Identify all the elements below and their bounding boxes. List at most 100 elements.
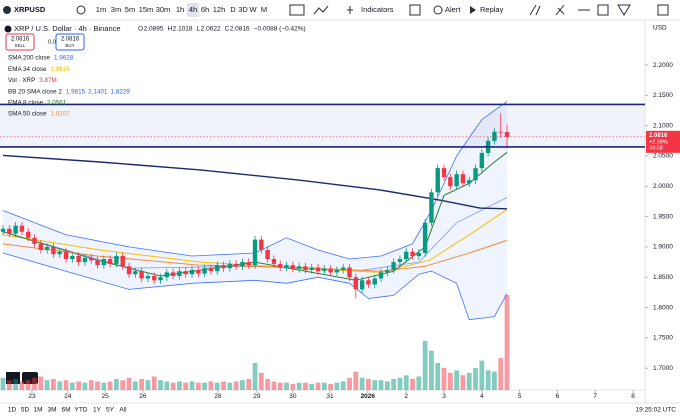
tool-rect[interactable] <box>597 4 609 16</box>
y-tick-label: 2.1000 <box>653 122 673 129</box>
templates-icon[interactable] <box>409 4 421 16</box>
legend-value: 1.9107 <box>51 111 71 118</box>
range-button[interactable]: 5Y <box>106 407 115 414</box>
volume-bar <box>69 382 75 390</box>
y-tick-label: 2.0000 <box>653 183 673 190</box>
interval-button[interactable]: 12h <box>213 5 226 14</box>
chart-title: XRP / U.S. Dollar · 4h · Binance <box>14 24 121 33</box>
candle-body <box>422 222 428 253</box>
candle-body <box>126 266 132 275</box>
price-tag-info: 34:58 <box>649 145 663 151</box>
range-button[interactable]: 5D <box>21 407 30 414</box>
candle-body <box>322 268 327 272</box>
band-lower <box>2 252 508 321</box>
zone <box>0 104 645 147</box>
indicators-button[interactable]: Indicators <box>361 5 394 14</box>
volume-bar <box>107 381 113 390</box>
candle-body <box>397 259 403 263</box>
x-tick-label: 30 <box>289 393 297 400</box>
chart-type-icon[interactable] <box>289 4 305 16</box>
price-tag <box>646 130 680 153</box>
candle-body <box>391 262 396 270</box>
interval-button[interactable]: 1h <box>176 5 184 14</box>
replay-icon[interactable] <box>470 6 476 14</box>
interval-button[interactable]: 3m <box>111 5 121 14</box>
x-tick-label: 24 <box>64 393 72 400</box>
volume-bar <box>63 380 69 390</box>
range-button[interactable]: 3M <box>47 407 56 414</box>
range-button[interactable]: All <box>119 407 127 414</box>
candle-body <box>271 259 277 264</box>
volume-bar <box>208 381 214 390</box>
candle-body <box>114 256 119 264</box>
candle-body <box>158 277 163 281</box>
interval-button[interactable]: 5m <box>125 5 135 14</box>
currency[interactable]: USD <box>653 25 667 32</box>
indicator-icon[interactable] <box>347 6 353 14</box>
candle-body <box>38 243 44 250</box>
candle-body <box>246 262 251 266</box>
x-tick-label: 29 <box>253 393 261 400</box>
candle-body <box>265 249 270 260</box>
candle-body <box>441 168 447 178</box>
replay-button[interactable]: Replay <box>480 5 504 14</box>
candle-body <box>334 269 340 273</box>
legend-value: 3.87M <box>39 77 57 84</box>
sell-button[interactable] <box>5 33 35 51</box>
candle-body <box>498 131 503 133</box>
ohlc-header: 2.0816 <box>230 26 250 33</box>
volume-bar <box>82 382 88 390</box>
interval-button[interactable]: 15m <box>139 5 154 14</box>
candle-body <box>416 252 422 257</box>
drawing-tools[interactable] <box>529 4 669 16</box>
interval-button[interactable]: 30m <box>156 5 171 14</box>
x-tick-label: 4 <box>480 393 484 400</box>
volume-bar <box>435 363 441 390</box>
volume-bar <box>0 377 6 390</box>
alert-icon[interactable] <box>433 5 443 15</box>
legend-name: EMA 34 close <box>8 66 47 73</box>
interval-button[interactable]: 1m <box>96 5 106 14</box>
alert-button[interactable]: Alert <box>445 5 461 14</box>
tool-shape[interactable] <box>617 4 631 16</box>
volume-bar <box>164 381 170 390</box>
candle-body <box>13 225 18 234</box>
range-button[interactable]: 1Y <box>93 407 102 414</box>
range-button[interactable]: 1M <box>33 407 42 414</box>
volume-bar <box>391 378 397 390</box>
range-button[interactable]: 1D <box>8 407 17 414</box>
volume-bar <box>38 376 44 390</box>
y-tick-label: 1.9000 <box>653 244 673 251</box>
range-button[interactable]: YTD <box>75 407 88 414</box>
interval-button[interactable]: M <box>261 5 267 14</box>
volume-bar <box>321 382 327 390</box>
x-tick-label: 7 <box>593 393 597 400</box>
ohlc-header: L <box>197 26 201 33</box>
tool-fib[interactable] <box>555 4 565 16</box>
buy-button[interactable] <box>55 33 85 51</box>
compare-icon[interactable] <box>313 5 329 15</box>
volume-bar <box>460 375 466 390</box>
candle-body <box>63 251 69 260</box>
volume-bar <box>296 382 302 390</box>
candle-body <box>378 272 384 279</box>
interval-button[interactable]: 3D <box>238 5 248 14</box>
tool-screenshot[interactable] <box>657 4 669 16</box>
tool-trend[interactable] <box>529 4 541 16</box>
candle-body <box>170 272 176 277</box>
legend-value: 2.0561 <box>47 99 67 106</box>
candle-body <box>240 262 245 267</box>
price-tag-value: 2.0816 <box>649 133 668 139</box>
add-symbol[interactable] <box>76 5 86 15</box>
y-tick-label: 2.1500 <box>653 92 673 99</box>
interval-button[interactable]: W <box>249 5 257 14</box>
range-button[interactable]: 6M <box>61 407 70 414</box>
volume-bar <box>202 382 208 390</box>
candle-body <box>385 269 390 273</box>
interval-button[interactable]: 6h <box>201 5 209 14</box>
interval-button[interactable]: 4h <box>189 5 197 14</box>
interval-button[interactable]: D <box>230 5 236 14</box>
volume-bar <box>441 367 447 390</box>
candle-body <box>202 268 207 274</box>
symbol[interactable]: XRPUSD <box>14 5 46 14</box>
